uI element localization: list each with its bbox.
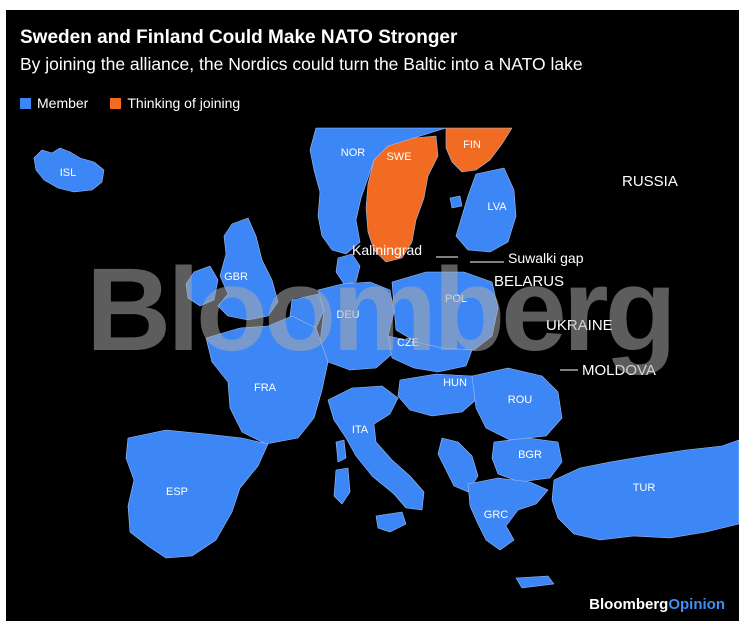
country-isl bbox=[33, 147, 105, 193]
label-grc: GRC bbox=[484, 509, 509, 521]
label-bgr: BGR bbox=[518, 449, 542, 461]
legend-swatch-member bbox=[20, 97, 31, 109]
country-rou bbox=[471, 367, 563, 441]
label-kaliningrad: Kaliningrad bbox=[352, 242, 422, 258]
europe-map: ISL NOR SWE FIN LVA GBR DEU POL CZE FRA … bbox=[33, 127, 739, 589]
country-ita bbox=[327, 385, 425, 511]
country-ita-sardinia bbox=[333, 467, 351, 505]
label-gbr: GBR bbox=[224, 271, 248, 283]
label-russia: RUSSIA bbox=[622, 173, 678, 190]
country-hun bbox=[397, 373, 479, 417]
label-fin: FIN bbox=[463, 139, 481, 151]
legend-label-member: Member bbox=[37, 95, 89, 111]
brand-opinion: Opinion bbox=[668, 596, 725, 613]
label-pol: POL bbox=[445, 293, 467, 305]
label-esp: ESP bbox=[166, 486, 188, 498]
country-est-islands bbox=[449, 195, 463, 209]
label-fra: FRA bbox=[254, 382, 277, 394]
label-deu: DEU bbox=[336, 309, 359, 321]
label-belarus: BELARUS bbox=[494, 273, 564, 290]
country-cze bbox=[387, 335, 473, 373]
country-deu bbox=[317, 281, 395, 371]
label-ukraine: UKRAINE bbox=[546, 317, 613, 334]
label-isl: ISL bbox=[60, 167, 77, 179]
country-irl bbox=[185, 265, 219, 307]
chart-subtitle: By joining the alliance, the Nordics cou… bbox=[20, 54, 583, 74]
label-moldova: MOLDOVA bbox=[582, 362, 656, 379]
legend-swatch-thinking bbox=[110, 97, 122, 109]
country-fra bbox=[205, 315, 329, 445]
label-ita: ITA bbox=[352, 424, 369, 436]
country-ita-sicily bbox=[375, 511, 407, 533]
chart-title: Sweden and Finland Could Make NATO Stron… bbox=[20, 27, 458, 48]
label-suwalki: Suwalki gap bbox=[508, 250, 584, 266]
country-balkans bbox=[437, 437, 479, 493]
brand-bloomberg: Bloomberg bbox=[589, 596, 669, 613]
country-swe bbox=[365, 135, 439, 263]
label-rou: ROU bbox=[508, 394, 533, 406]
country-fin bbox=[445, 127, 513, 173]
country-tur bbox=[551, 439, 739, 541]
country-grc-crete bbox=[515, 575, 555, 589]
country-grc bbox=[467, 477, 549, 551]
country-gbr bbox=[217, 217, 279, 321]
country-esp bbox=[125, 429, 269, 559]
label-swe: SWE bbox=[386, 151, 411, 163]
country-dnk bbox=[335, 253, 361, 285]
label-hun: HUN bbox=[443, 377, 467, 389]
map-graphic: ISL NOR SWE FIN LVA GBR DEU POL CZE FRA … bbox=[6, 10, 739, 621]
country-lva bbox=[455, 167, 517, 253]
bloomberg-opinion-logo: BloombergOpinion bbox=[589, 596, 725, 613]
country-bgr bbox=[491, 437, 563, 483]
label-nor: NOR bbox=[341, 147, 366, 159]
legend-label-thinking: Thinking of joining bbox=[127, 95, 241, 111]
label-tur: TUR bbox=[633, 482, 656, 494]
label-cze: CZE bbox=[397, 337, 419, 349]
legend: Member Thinking of joining bbox=[20, 95, 240, 111]
country-fra-corsica bbox=[335, 439, 347, 463]
country-pol bbox=[391, 271, 499, 351]
label-lva: LVA bbox=[487, 201, 507, 213]
